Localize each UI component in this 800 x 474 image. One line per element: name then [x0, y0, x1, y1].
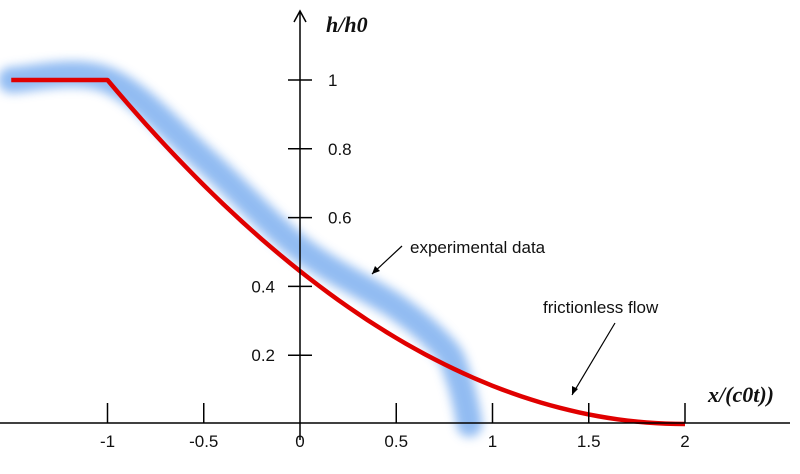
y-tick-label: 0.6 — [328, 209, 352, 228]
x-tick-label: 0 — [295, 432, 304, 451]
y-tick-label: 1 — [328, 71, 337, 90]
series-experimental-data — [0, 61, 483, 437]
arrowhead-frictionless-flow-icon — [572, 386, 578, 395]
arrow-frictionless-flow — [571, 322, 616, 396]
y-tick-label: 0.2 — [251, 346, 275, 365]
y-axis-label: h/h0 — [326, 12, 368, 37]
x-tick-label: 0.5 — [384, 432, 408, 451]
y-tick-label: 0.4 — [251, 277, 275, 296]
arrowhead-experimental-data-icon — [372, 266, 380, 274]
x-tick-label: 1.5 — [577, 432, 601, 451]
x-axis-label: x/(c0t)) — [707, 382, 774, 407]
x-tick-label: 2 — [680, 432, 689, 451]
x-tick-label: -1 — [100, 432, 115, 451]
x-tick-label: -0.5 — [189, 432, 218, 451]
x-tick-label: 1 — [488, 432, 497, 451]
y-axis-arrow-icon — [293, 9, 307, 23]
annotation-frictionless-flow: frictionless flow — [543, 298, 659, 317]
annotation-experimental-data: experimental data — [410, 238, 546, 257]
series-frictionless-flow — [11, 77, 686, 427]
y-tick-label: 0.8 — [328, 140, 352, 159]
